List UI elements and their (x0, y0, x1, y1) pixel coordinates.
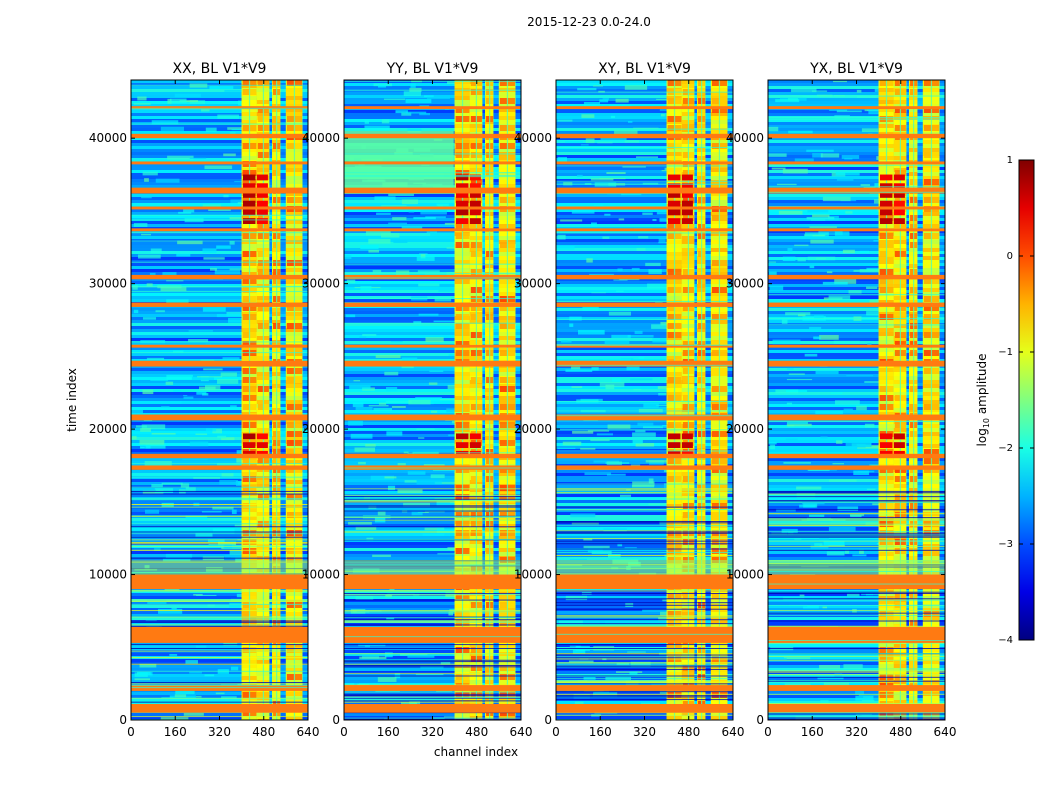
x-tick-label: 0 (764, 725, 772, 739)
x-tick-label: 480 (252, 725, 275, 739)
y-tick-label: 40000 (726, 131, 764, 145)
y-tick-label: 0 (756, 713, 764, 727)
x-tick-label: 160 (377, 725, 400, 739)
colorbar: −4 −3 −2 −1 0 1 log10 amplitude (975, 155, 1035, 646)
x-tick-label: 0 (127, 725, 135, 739)
colorbar-label: log10 amplitude (975, 354, 991, 447)
panel-4: YX, BL V1*V9 0 160 320 480 640 0 10000 20000 3000… (726, 61, 957, 739)
x-tick-label: 640 (934, 725, 957, 739)
x-tick-label: 640 (297, 725, 320, 739)
x-tick-label: 0 (340, 725, 348, 739)
x-tick-label: 480 (677, 725, 700, 739)
panels: XX, BL V1*V9 0 160 320 480 640 0 10000 20000 3000… (65, 61, 956, 759)
colorbar-tick-label: 0 (1007, 251, 1013, 262)
y-tick-label: 20000 (514, 422, 552, 436)
y-tick-label: 20000 (302, 422, 340, 436)
y-tick-label: 0 (332, 713, 340, 727)
x-tick-label: 640 (722, 725, 745, 739)
x-tick-label: 320 (633, 725, 656, 739)
colorbar-tick-label: −2 (998, 443, 1013, 454)
y-tick-label: 30000 (302, 277, 340, 291)
heatmap-image (768, 80, 945, 720)
x-tick-label: 320 (845, 725, 868, 739)
x-tick-label: 320 (208, 725, 231, 739)
panel-3: XY, BL V1*V9 0 160 320 480 640 0 10000 20000 3000… (514, 61, 745, 739)
colorbar-tick-label: −4 (998, 635, 1013, 646)
y-tick-label: 10000 (89, 568, 127, 582)
y-tick-label: 10000 (302, 568, 340, 582)
colorbar-tick-label: −1 (998, 347, 1013, 358)
colorbar-tick-label: 1 (1007, 155, 1013, 166)
colorbar-tick-label: −3 (998, 539, 1013, 550)
y-axis-label: time index (65, 368, 79, 432)
y-tick-label: 30000 (514, 277, 552, 291)
y-tick-label: 0 (119, 713, 127, 727)
y-tick-label: 20000 (726, 422, 764, 436)
colorbar-gradient (1018, 159, 1035, 641)
y-tick-label: 10000 (514, 568, 552, 582)
heatmap-image (556, 80, 733, 720)
x-tick-label: 160 (801, 725, 824, 739)
x-tick-label: 160 (164, 725, 187, 739)
panel-title: YY, BL V1*V9 (386, 61, 479, 77)
heatmap-image (344, 80, 521, 720)
y-tick-label: 40000 (302, 131, 340, 145)
panel-title: XY, BL V1*V9 (598, 61, 691, 77)
panel-title: YX, BL V1*V9 (809, 61, 903, 77)
x-tick-label: 160 (589, 725, 612, 739)
panel-title: XX, BL V1*V9 (173, 61, 267, 77)
x-tick-label: 480 (465, 725, 488, 739)
x-tick-label: 480 (889, 725, 912, 739)
x-axis-label: channel index (434, 745, 518, 759)
y-tick-label: 40000 (514, 131, 552, 145)
y-tick-label: 20000 (89, 422, 127, 436)
y-tick-label: 10000 (726, 568, 764, 582)
figure-suptitle: 2015-12-23 0.0-24.0 (527, 15, 651, 29)
panel-2: YY, BL V1*V9 0 160 320 480 640 0 10000 20000 3000… (302, 61, 533, 759)
x-tick-label: 320 (421, 725, 444, 739)
panel-1: XX, BL V1*V9 0 160 320 480 640 0 10000 20000 3000… (65, 61, 319, 739)
heatmap-image (131, 80, 308, 720)
y-tick-label: 30000 (726, 277, 764, 291)
y-tick-label: 0 (544, 713, 552, 727)
x-tick-label: 0 (552, 725, 560, 739)
x-tick-label: 640 (510, 725, 533, 739)
y-tick-label: 30000 (89, 277, 127, 291)
y-tick-label: 40000 (89, 131, 127, 145)
